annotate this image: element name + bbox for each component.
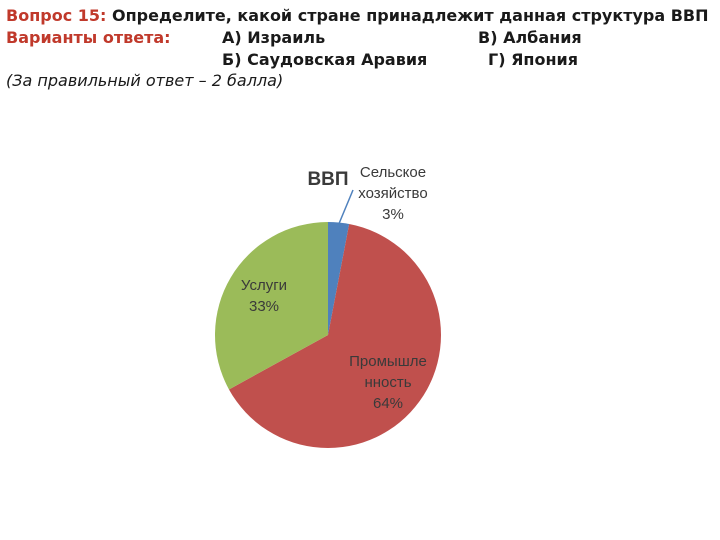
pie-label-agriculture: Сельское хозяйство 3%	[358, 164, 427, 223]
pie-slice-services	[215, 222, 328, 390]
question-number: Вопрос 15:	[6, 6, 107, 25]
score-note: (За правильный ответ – 2 балла)	[6, 71, 284, 90]
pie-label-services: Услуги 33%	[241, 277, 287, 315]
pie-slices	[215, 222, 441, 448]
pie-label-industry: Промышле нность 64%	[349, 353, 427, 412]
agriculture-leader-line	[337, 189, 354, 225]
option-g[interactable]: Г) Япония	[488, 50, 578, 69]
question-text: Определите, какой стране принадлежит дан…	[111, 6, 709, 25]
pie-slice-industry	[228, 224, 441, 448]
option-a[interactable]: А) Израиль	[222, 28, 326, 47]
pie-slice-agriculture	[328, 222, 350, 335]
chart-title: ВВП	[307, 169, 348, 190]
pie-labels: Сельское хозяйство 3% Промышле нность 64% Услу…	[241, 164, 428, 412]
option-v[interactable]: В) Албания	[478, 28, 582, 47]
question-line: Вопрос 15: Определите, какой стране прин…	[6, 6, 709, 25]
answers-label: Варианты ответа:	[6, 28, 171, 47]
option-b[interactable]: Б) Саудовская Аравия	[222, 50, 428, 69]
